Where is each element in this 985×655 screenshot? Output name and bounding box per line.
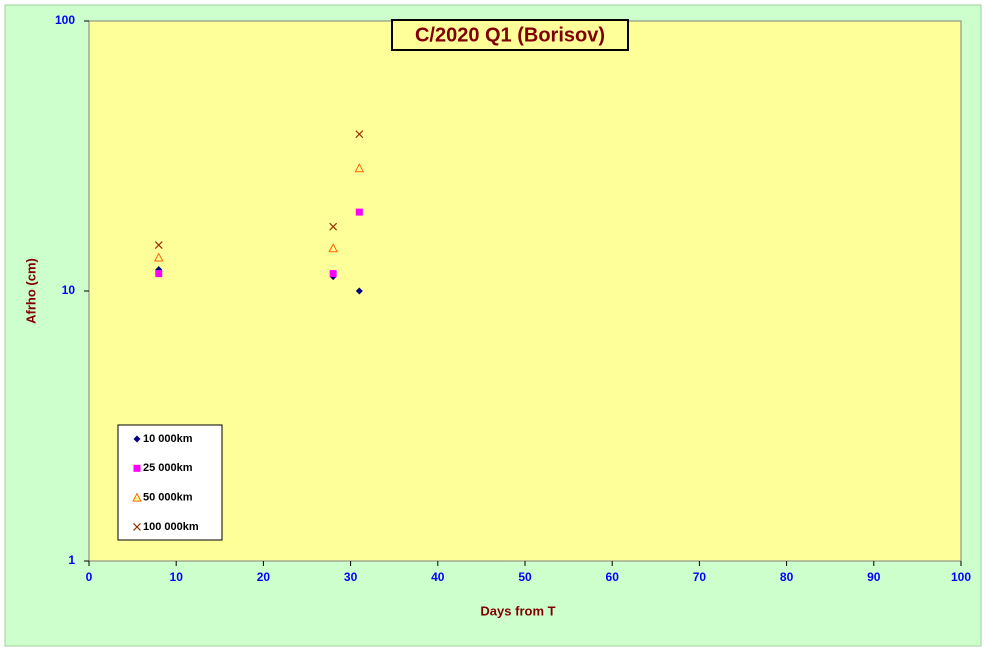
plot-area xyxy=(88,20,962,562)
y-tick-label: 1 xyxy=(68,553,75,567)
x-tick-label: 90 xyxy=(867,570,881,584)
x-tick-label: 60 xyxy=(606,570,620,584)
x-tick-label: 80 xyxy=(780,570,794,584)
x-tick-label: 30 xyxy=(344,570,358,584)
legend xyxy=(117,424,223,541)
y-axis-label: Afrho (cm) xyxy=(23,258,38,324)
x-tick-label: 20 xyxy=(257,570,271,584)
legend-marker xyxy=(133,435,141,443)
y-tick-label: 10 xyxy=(62,283,76,297)
x-tick-label: 100 xyxy=(951,570,971,584)
x-tick-label: 0 xyxy=(86,570,93,584)
data-point xyxy=(355,287,363,295)
x-axis-label: Days from T xyxy=(480,603,555,618)
data-point xyxy=(329,222,338,231)
legend-marker xyxy=(133,522,141,531)
legend-label: 50 000km xyxy=(143,492,193,504)
data-point xyxy=(328,243,338,253)
x-tick-label: 50 xyxy=(518,570,532,584)
legend-marker xyxy=(132,492,142,502)
x-tick-label: 70 xyxy=(693,570,707,584)
legend-label: 10 000km xyxy=(143,433,193,445)
legend-label: 25 000km xyxy=(143,462,193,474)
data-point xyxy=(329,270,337,278)
data-point xyxy=(355,130,364,139)
data-point xyxy=(355,208,363,216)
x-tick-label: 40 xyxy=(431,570,445,584)
data-point xyxy=(153,252,164,262)
data-point xyxy=(354,163,365,173)
data-point xyxy=(155,270,163,278)
x-tick-label: 10 xyxy=(170,570,184,584)
chart-title: C/2020 Q1 (Borisov) xyxy=(415,24,605,46)
y-tick-label: 100 xyxy=(55,13,75,27)
title-box xyxy=(391,19,629,51)
data-point xyxy=(154,241,163,249)
legend-marker xyxy=(133,464,141,472)
legend-label: 100 000km xyxy=(143,521,199,533)
